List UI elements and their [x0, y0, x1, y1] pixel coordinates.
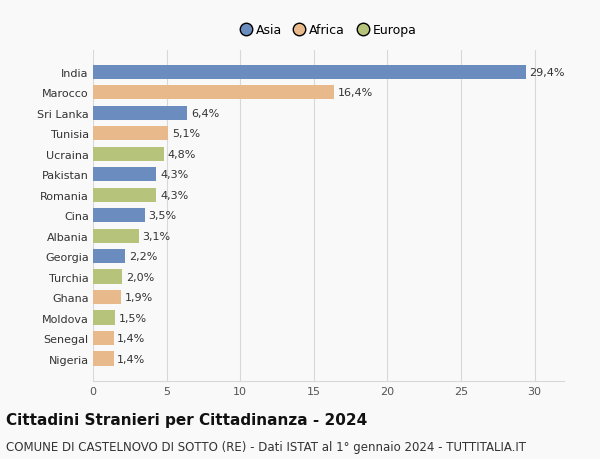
Bar [93, 188, 156, 202]
Text: 4,8%: 4,8% [167, 150, 196, 159]
Bar [93, 249, 125, 264]
Bar [93, 311, 115, 325]
Bar [93, 352, 113, 366]
Text: 29,4%: 29,4% [529, 67, 565, 78]
Text: 6,4%: 6,4% [191, 108, 219, 118]
Text: 1,4%: 1,4% [117, 354, 146, 364]
Bar [93, 86, 334, 100]
Text: 1,5%: 1,5% [119, 313, 147, 323]
Bar [93, 168, 156, 182]
Bar [93, 229, 139, 243]
Text: 3,1%: 3,1% [142, 231, 170, 241]
Text: Cittadini Stranieri per Cittadinanza - 2024: Cittadini Stranieri per Cittadinanza - 2… [6, 413, 367, 428]
Bar [93, 208, 145, 223]
Text: 16,4%: 16,4% [338, 88, 373, 98]
Text: 2,0%: 2,0% [126, 272, 154, 282]
Bar [93, 66, 526, 80]
Text: 4,3%: 4,3% [160, 190, 188, 200]
Bar [93, 106, 187, 121]
Bar [93, 291, 121, 305]
Text: 5,1%: 5,1% [172, 129, 200, 139]
Text: 1,9%: 1,9% [125, 292, 153, 302]
Text: 1,4%: 1,4% [117, 333, 146, 343]
Bar [93, 270, 122, 284]
Bar [93, 127, 168, 141]
Text: 2,2%: 2,2% [129, 252, 157, 262]
Bar [93, 331, 113, 346]
Text: COMUNE DI CASTELNOVO DI SOTTO (RE) - Dati ISTAT al 1° gennaio 2024 - TUTTITALIA.: COMUNE DI CASTELNOVO DI SOTTO (RE) - Dat… [6, 440, 526, 453]
Legend: Asia, Africa, Europa: Asia, Africa, Europa [237, 20, 420, 41]
Text: 3,5%: 3,5% [148, 211, 176, 221]
Text: 4,3%: 4,3% [160, 170, 188, 180]
Bar [93, 147, 164, 162]
